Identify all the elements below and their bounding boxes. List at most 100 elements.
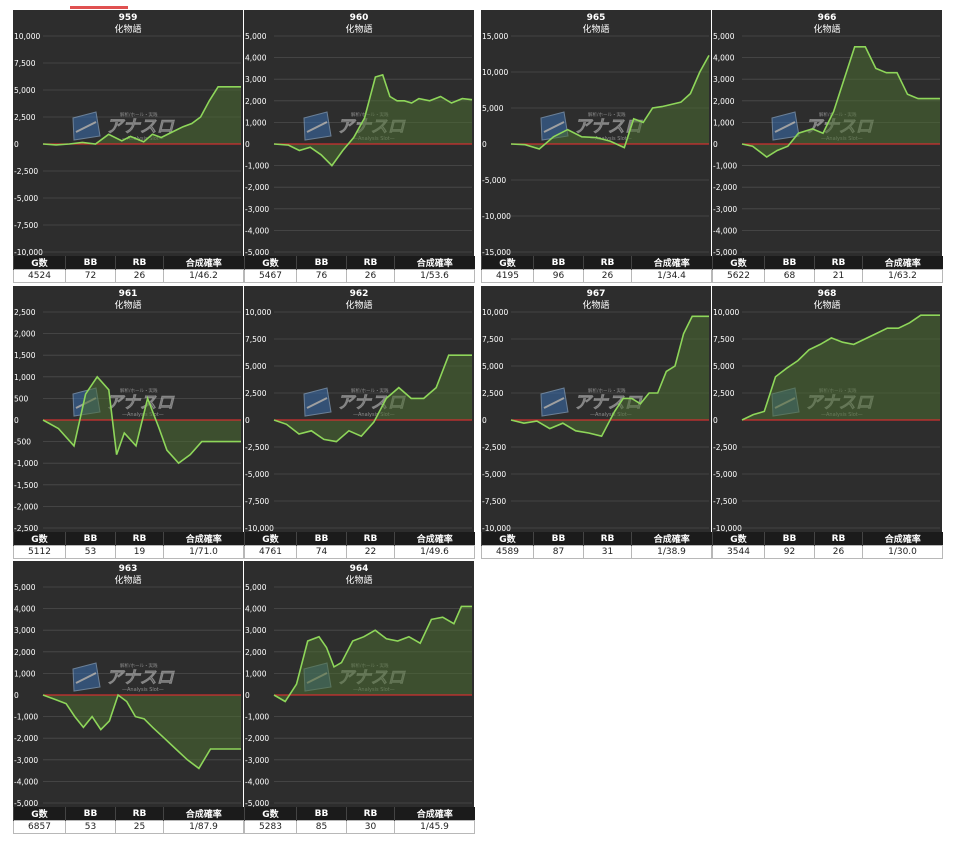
y-tick-label: 10,000: [245, 308, 271, 317]
y-tick-label: -500: [14, 438, 31, 447]
logo-subtext: —Analysis Slot—: [122, 687, 164, 693]
y-tick-label: -1,000: [14, 459, 38, 468]
series-line: [510, 55, 710, 150]
machine-number: 962: [350, 289, 369, 299]
area-fill: [742, 46, 940, 157]
y-tick-label: -10,000: [713, 524, 742, 532]
rate-value: 1/46.2: [163, 269, 244, 283]
bb-value: 72: [65, 269, 116, 283]
y-tick-label: -7,500: [245, 497, 269, 506]
machine-name: 化物語: [813, 23, 840, 35]
games-value: 4761: [244, 545, 297, 559]
y-tick-label: -2,500: [245, 443, 269, 452]
area-fill: [43, 86, 241, 145]
chart-area: 965 化物語 15,000 10,000 5,000 0 -5,000 -10,000 -15…: [481, 10, 711, 256]
stats-table: G数 BB RB 合成確率 3544 92 26 1/30.0: [712, 532, 943, 559]
header-bb: BB: [65, 807, 116, 821]
y-tick-label: 5,000: [245, 32, 267, 41]
stats-table: G数 BB RB 合成確率 5467 76 26 1/53.6: [244, 256, 475, 283]
y-tick-label: -2,000: [14, 734, 38, 743]
machine-name: 化物語: [345, 23, 372, 35]
logo-stripe-icon: [75, 121, 97, 133]
header-games: G数: [712, 256, 765, 270]
area-fill: [43, 695, 241, 769]
y-tick-label: 5,000: [14, 583, 36, 592]
header-rate: 合成確率: [394, 256, 475, 270]
logo-stripe-icon: [774, 121, 796, 133]
header-games: G数: [481, 532, 534, 546]
y-tick-label: 5,000: [482, 362, 504, 371]
header-rate: 合成確率: [394, 807, 475, 821]
y-tick-label: 1,000: [245, 669, 267, 678]
y-tick-label: -3,000: [245, 756, 269, 765]
logo-stripe-icon: [543, 121, 565, 133]
y-tick-label: 2,000: [14, 330, 36, 339]
rb-value: 25: [115, 820, 164, 834]
series-line: [741, 45, 940, 158]
rb-value: 30: [346, 820, 395, 834]
y-tick-label: 5,000: [713, 362, 735, 371]
machine-number: 963: [119, 564, 138, 574]
chart-area: 968 化物語 10,000 7,500 5,000 2,500 0 -2,500 -5,000…: [712, 286, 942, 532]
rb-value: 19: [115, 545, 164, 559]
machine-name: 化物語: [345, 574, 372, 586]
stats-table: G数 BB RB 合成確率 5112 53 19 1/71.0: [13, 532, 244, 559]
y-tick-label: -5,000: [713, 248, 737, 256]
machine-number: 968: [818, 289, 837, 299]
header-rate: 合成確率: [163, 532, 244, 546]
y-tick-label: 0: [713, 140, 718, 149]
y-tick-label: -1,000: [245, 162, 269, 171]
y-tick-label: -2,500: [482, 443, 506, 452]
chart-panel-968: 968 化物語 10,000 7,500 5,000 2,500 0 -2,500 -5,000…: [712, 286, 943, 559]
y-tick-label: 3,000: [245, 75, 267, 84]
bb-value: 53: [65, 545, 116, 559]
rb-value: 26: [346, 269, 395, 283]
games-value: 3544: [712, 545, 765, 559]
chart-panel-962: 962 化物語 10,000 7,500 5,000 2,500 0 -2,500 -5,000…: [244, 286, 475, 559]
series-line: [273, 605, 472, 703]
y-tick-label: 10,000: [482, 308, 508, 317]
y-tick-label: -4,000: [245, 777, 269, 786]
bb-value: 85: [296, 820, 347, 834]
y-tick-label: 7,500: [482, 335, 504, 344]
games-value: 4524: [13, 269, 66, 283]
chart-area: 963 化物語 5,000 4,000 3,000 2,000 1,000 0 -1,000 -2…: [13, 561, 243, 807]
watermark-logo: アナスロ—Analysis Slot— 解析/ホール・実践: [72, 662, 175, 693]
y-tick-label: -1,000: [713, 162, 737, 171]
y-tick-label: 5,000: [482, 104, 504, 113]
logo-stripe-icon: [543, 397, 565, 409]
y-tick-label: 7,500: [713, 335, 735, 344]
y-tick-label: -4,000: [245, 226, 269, 235]
header-rb: RB: [346, 807, 395, 821]
y-tick-label: -3,000: [14, 756, 38, 765]
area-fill: [274, 606, 472, 702]
machine-number: 966: [818, 13, 837, 23]
logo-emblem-icon: [540, 387, 569, 417]
rate-value: 1/45.9: [394, 820, 475, 834]
y-tick-label: -2,500: [14, 524, 38, 532]
header-rate: 合成確率: [862, 532, 943, 546]
header-bb: BB: [296, 532, 347, 546]
y-tick-label: 2,500: [14, 308, 36, 317]
y-tick-label: -10,000: [482, 524, 511, 532]
y-tick-label: -5,000: [245, 799, 269, 807]
header-games: G数: [712, 532, 765, 546]
machine-number: 961: [119, 289, 138, 299]
header-bb: BB: [296, 256, 347, 270]
y-tick-label: -2,000: [245, 183, 269, 192]
y-tick-label: 2,500: [245, 389, 267, 398]
rb-value: 22: [346, 545, 395, 559]
rb-value: 26: [814, 545, 863, 559]
y-tick-label: 0: [713, 416, 718, 425]
y-tick-label: 0: [482, 416, 487, 425]
area-fill: [274, 74, 472, 166]
y-tick-label: -5,000: [14, 799, 38, 807]
chart-panel-959: 959 化物語 10,000 7,500 5,000 2,500 0 -2,500 -5,000…: [13, 10, 244, 283]
y-tick-label: -5,000: [482, 176, 506, 185]
y-tick-label: 5,000: [245, 362, 267, 371]
stats-table: G数 BB RB 合成確率 5622 68 21 1/63.2: [712, 256, 943, 283]
games-value: 4589: [481, 545, 534, 559]
